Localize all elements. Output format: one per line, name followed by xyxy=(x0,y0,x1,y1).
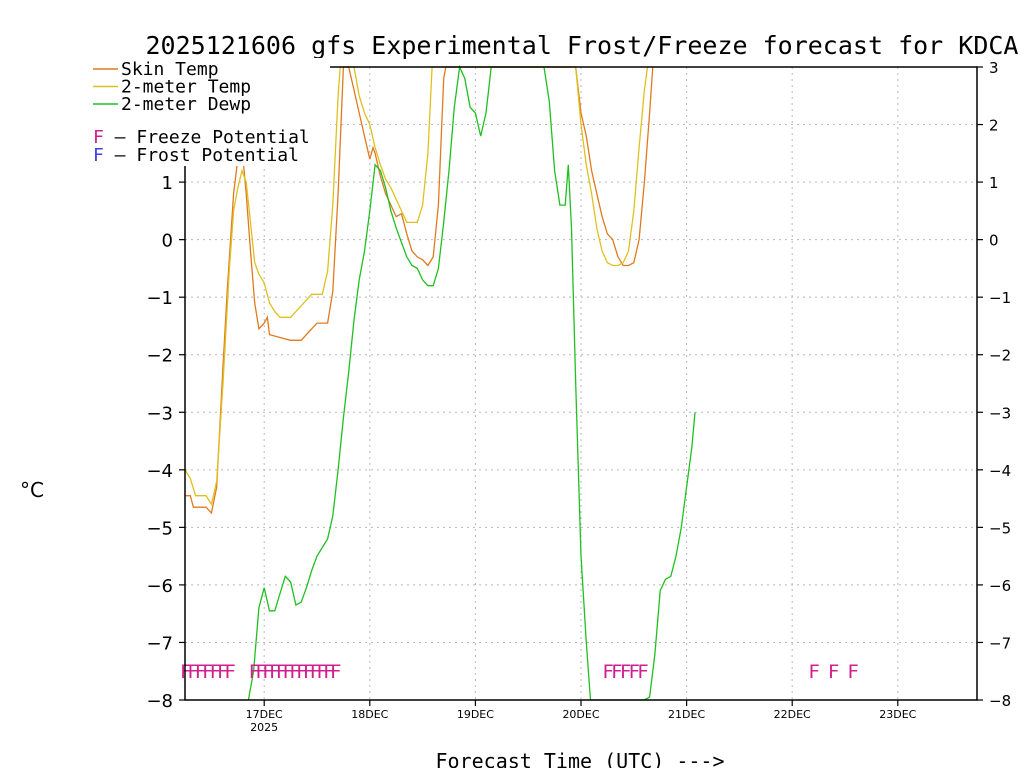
y-tick-label-right: −3 xyxy=(989,404,1011,422)
y-tick-label-right: −6 xyxy=(989,577,1011,595)
y-tick-label-left: −2 xyxy=(146,346,173,367)
y-tick-label-left: −1 xyxy=(146,288,173,309)
y-tick-label-left: −3 xyxy=(146,403,173,424)
y-tick-label-right: 2 xyxy=(989,117,999,135)
freeze-mark: F xyxy=(187,661,198,683)
chart-title: 2025121606 gfs Experimental Frost/Freeze… xyxy=(146,31,1019,60)
y-tick-label-right: 3 xyxy=(989,59,999,77)
x-tick-label: 22DEC xyxy=(774,708,811,721)
freeze-mark: F xyxy=(330,661,341,683)
legend-potential-label: F – Frost Potential xyxy=(93,145,299,166)
y-tick-label-right: −7 xyxy=(989,634,1011,652)
legend-label: 2-meter Temp xyxy=(121,77,251,98)
y-tick-label-right: −1 xyxy=(989,289,1011,307)
freeze-mark: F xyxy=(808,661,819,683)
legend-background xyxy=(90,58,330,166)
x-tick-sublabel: 2025 xyxy=(250,721,278,734)
y-tick-label-left: −8 xyxy=(146,691,173,712)
freeze-mark: F xyxy=(224,661,235,683)
freeze-mark: F xyxy=(847,661,858,683)
freeze-mark: F xyxy=(310,661,321,683)
freeze-mark: F xyxy=(316,661,327,683)
x-axis-label: Forecast Time (UTC) ---> xyxy=(436,749,725,768)
y-tick-label-right: 0 xyxy=(989,232,999,250)
y-tick-label-right: 1 xyxy=(989,174,999,192)
freeze-mark: F xyxy=(323,661,334,683)
y-tick-label-right: −5 xyxy=(989,519,1011,537)
freeze-mark: F xyxy=(611,661,622,683)
y-tick-label-left: −4 xyxy=(146,461,173,482)
freeze-mark: F xyxy=(828,661,839,683)
series-line-skin-temp xyxy=(185,66,654,515)
freeze-mark: F xyxy=(620,661,631,683)
freeze-mark: F xyxy=(289,661,300,683)
freeze-mark: F xyxy=(296,661,307,683)
x-tick-label: 23DEC xyxy=(879,708,916,721)
x-tick-label: 20DEC xyxy=(562,708,599,721)
freeze-mark: F xyxy=(202,661,213,683)
legend-potential-label: F – Freeze Potential xyxy=(93,127,310,148)
freeze-mark: F xyxy=(303,661,314,683)
series-line-2-meter-temp xyxy=(184,66,649,506)
y-tick-label-right: −4 xyxy=(989,462,1011,480)
y-tick-label-right: −2 xyxy=(989,347,1011,365)
freeze-mark: F xyxy=(195,661,206,683)
series-line-2-meter-dewp xyxy=(247,64,696,701)
x-tick-label: 19DEC xyxy=(457,708,494,721)
y-tick-label-left: −5 xyxy=(146,518,173,539)
x-tick-label: 18DEC xyxy=(351,708,388,721)
series-group xyxy=(184,64,696,701)
x-tick-label: 17DEC xyxy=(246,708,283,721)
y-tick-label-left: −7 xyxy=(146,633,173,654)
y-tick-label-left: −6 xyxy=(146,576,173,597)
y-tick-label-left: 0 xyxy=(162,231,173,252)
freeze-mark: F xyxy=(217,661,228,683)
freeze-mark: F xyxy=(629,661,640,683)
legend-label: Skin Temp xyxy=(121,59,219,80)
freeze-mark: F xyxy=(602,661,613,683)
y-axis-label: °C xyxy=(20,478,44,502)
freeze-mark: F xyxy=(249,661,260,683)
freeze-mark: F xyxy=(637,661,648,683)
freeze-mark: F xyxy=(255,661,266,683)
y-tick-label-left: 1 xyxy=(162,173,173,194)
x-tick-label: 21DEC xyxy=(668,708,705,721)
freeze-mark: F xyxy=(262,661,273,683)
legend-label: 2-meter Dewp xyxy=(121,94,251,115)
freeze-mark: F xyxy=(276,661,287,683)
freeze-mark: F xyxy=(269,661,280,683)
freeze-mark: F xyxy=(210,661,221,683)
freeze-mark: F xyxy=(283,661,294,683)
y-tick-label-right: −8 xyxy=(989,692,1011,710)
grid xyxy=(185,67,977,700)
